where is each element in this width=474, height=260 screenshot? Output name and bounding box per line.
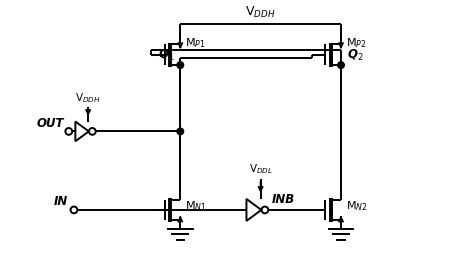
Text: Q$_1$: Q$_1$ [158, 48, 174, 63]
Text: INB: INB [272, 193, 295, 206]
Circle shape [337, 62, 344, 68]
Circle shape [177, 128, 183, 135]
Text: V$_{DDL}$: V$_{DDL}$ [249, 162, 273, 176]
Text: V$_{DDH}$: V$_{DDH}$ [246, 5, 276, 21]
Circle shape [177, 62, 183, 68]
Text: V$_{DDH}$: V$_{DDH}$ [75, 91, 101, 105]
Text: Q$_2$: Q$_2$ [346, 48, 363, 63]
Text: OUT: OUT [36, 117, 64, 130]
Text: M$_{N2}$: M$_{N2}$ [346, 199, 367, 213]
Text: IN: IN [54, 195, 68, 208]
Text: M$_{P1}$: M$_{P1}$ [185, 36, 206, 50]
Text: M$_{N1}$: M$_{N1}$ [185, 199, 207, 213]
Text: M$_{P2}$: M$_{P2}$ [346, 36, 366, 50]
